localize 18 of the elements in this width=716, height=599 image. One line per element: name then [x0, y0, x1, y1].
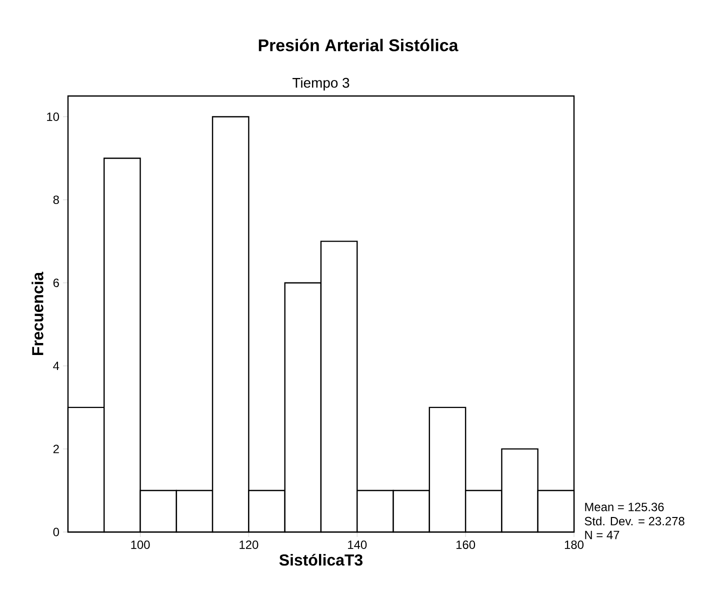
- y-tick-label: 2: [53, 444, 59, 454]
- y-tick-label: 4: [53, 362, 60, 370]
- y-tick-label: 0: [53, 528, 60, 536]
- x-tick-label: 120: [240, 540, 258, 549]
- x-axis-title: SistólicaT3: [279, 554, 362, 566]
- x-tick-label: 100: [131, 540, 150, 549]
- chart-subtitle: Tiempo 3: [292, 77, 350, 90]
- text: Mean = 125.36: [585, 502, 664, 512]
- y-axis-title: Frecuencia: [32, 272, 44, 356]
- x-tick-label: 160: [456, 540, 476, 549]
- y-tick-label: 6: [53, 278, 59, 288]
- text: Std. Dev. = 23.278: [584, 516, 684, 526]
- text: N = 47: [585, 530, 620, 540]
- x-tick-label: 180: [564, 540, 584, 549]
- x-tick-label: 140: [348, 540, 367, 549]
- y-tick-label: 8: [53, 196, 59, 204]
- y-tick-label: 10: [47, 112, 60, 121]
- chart-title: Presión Arterial Sistólica: [258, 38, 458, 52]
